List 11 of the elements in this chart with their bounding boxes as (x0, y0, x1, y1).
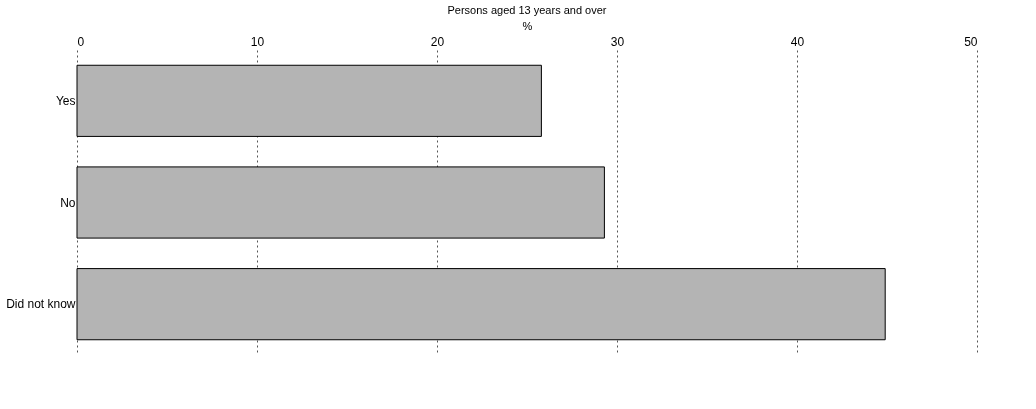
x-tick-label: 0 (77, 34, 85, 49)
y-tick-label: No (60, 195, 76, 210)
x-tick-label: 20 (430, 34, 445, 49)
y-tick-label: Did not know (6, 297, 76, 312)
x-tick-label: 30 (610, 34, 625, 49)
x-axis-title: % (522, 19, 533, 32)
chart-title: Persons aged 13 years and over (447, 4, 607, 16)
y-tick-label: Yes (55, 93, 76, 108)
x-tick-label: 50 (964, 34, 978, 49)
x-tick-label: 40 (790, 34, 805, 49)
x-tick-label: 10 (250, 34, 265, 49)
